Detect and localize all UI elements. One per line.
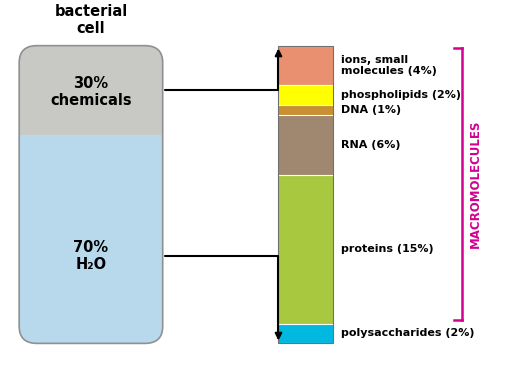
Bar — [279, 175, 333, 324]
Text: bacterial
cell: bacterial cell — [54, 4, 127, 36]
Text: DNA (1%): DNA (1%) — [341, 105, 401, 115]
Text: polysaccharides (2%): polysaccharides (2%) — [341, 328, 474, 338]
FancyBboxPatch shape — [19, 46, 163, 344]
Bar — [19, 116, 163, 135]
Text: 30%
chemicals: 30% chemicals — [50, 76, 132, 108]
Bar — [279, 46, 333, 85]
Text: MACROMOLECULES: MACROMOLECULES — [469, 119, 482, 248]
Bar — [279, 324, 333, 344]
Text: ions, small
molecules (4%): ions, small molecules (4%) — [341, 55, 437, 76]
Text: phospholipids (2%): phospholipids (2%) — [341, 90, 461, 100]
Bar — [279, 46, 333, 344]
Bar — [279, 105, 333, 115]
Bar — [279, 115, 333, 175]
Bar — [279, 85, 333, 105]
FancyBboxPatch shape — [19, 46, 163, 135]
Text: proteins (15%): proteins (15%) — [341, 244, 434, 254]
Text: 70%
H₂O: 70% H₂O — [73, 240, 109, 272]
Text: RNA (6%): RNA (6%) — [341, 140, 400, 150]
